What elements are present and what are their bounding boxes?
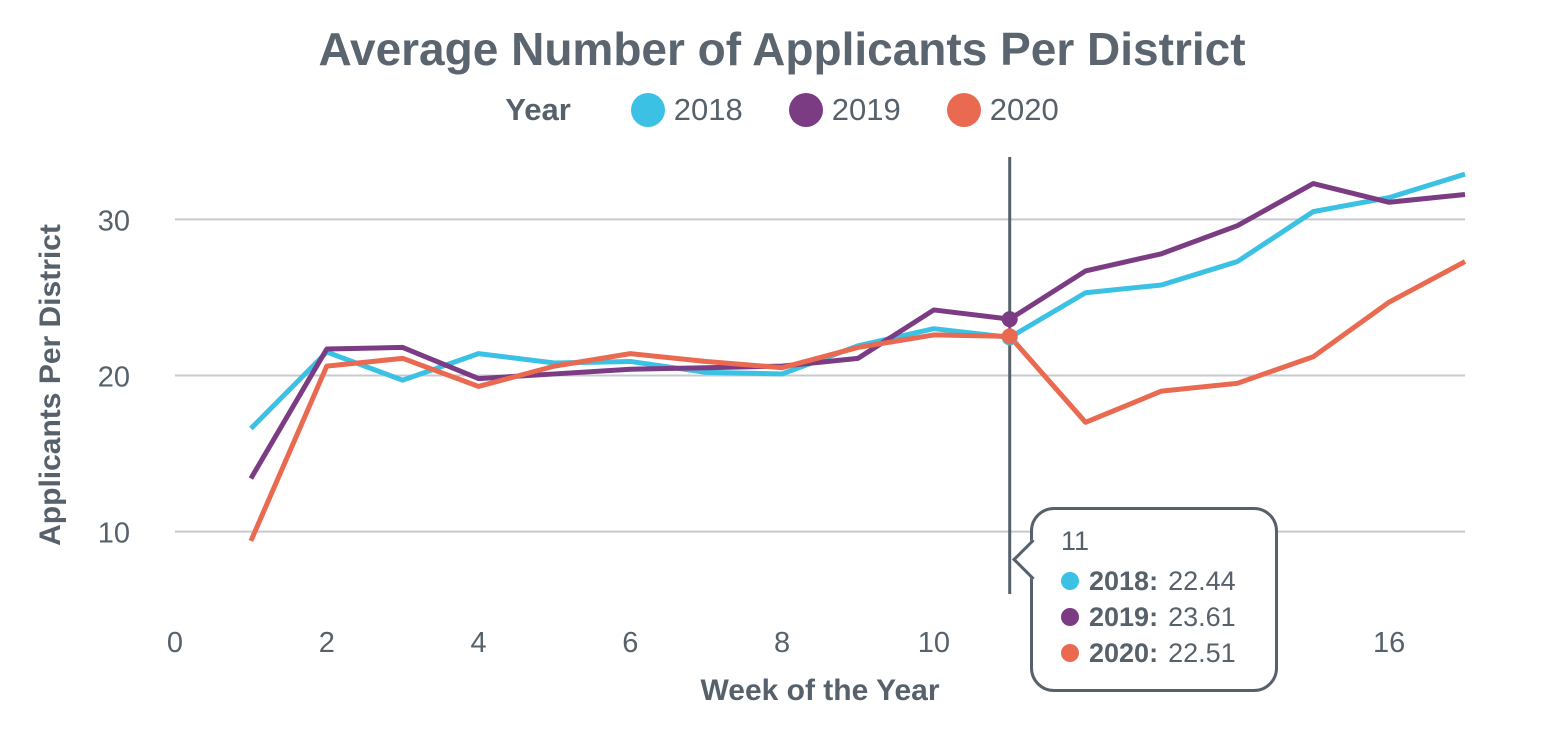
tooltip-row-2020: 2020: 22.51 bbox=[1061, 635, 1275, 671]
legend-label-2018: 2018 bbox=[673, 92, 743, 127]
tooltip-series-label: 2018: bbox=[1089, 565, 1159, 596]
legend-marker-2019 bbox=[788, 93, 823, 127]
legend-label-2019: 2019 bbox=[831, 92, 901, 127]
tooltip-row-2018: 2018: 22.44 bbox=[1061, 563, 1275, 599]
x-tick-label: 16 bbox=[1373, 627, 1405, 659]
y-tick-label: 10 bbox=[98, 518, 130, 550]
x-tick-label: 6 bbox=[622, 627, 638, 659]
series-lines[interactable] bbox=[248, 171, 1467, 542]
legend-item-2019[interactable]: 2019 bbox=[788, 92, 901, 128]
legend-marker-2020 bbox=[946, 93, 981, 127]
tooltip-row-2019: 2019: 23.61 bbox=[1061, 599, 1275, 635]
x-tick-label: 4 bbox=[470, 627, 486, 659]
tooltip-series-label: 2019: bbox=[1089, 601, 1159, 632]
legend-item-2018[interactable]: 2018 bbox=[630, 92, 743, 128]
legend-label-2020: 2020 bbox=[989, 92, 1059, 127]
tooltip-series-label: 2020: bbox=[1089, 637, 1159, 668]
x-axis-label: Week of the Year bbox=[700, 674, 939, 707]
hover-point-2020 bbox=[1001, 328, 1018, 345]
legend: Year 2018 2019 2020 bbox=[0, 92, 1564, 128]
axes: 10 20 30 0 2 4 6 8 10 16 Week of the Year Applicant… bbox=[34, 205, 1405, 707]
chart-title: Average Number of Applicants Per Distric… bbox=[318, 23, 1246, 75]
x-tick-label: 0 bbox=[167, 627, 183, 659]
hover-tooltip: 11 2018: 22.44 2019: 23.61 2020: 22.51 bbox=[1011, 507, 1278, 692]
tooltip-marker-2019 bbox=[1061, 608, 1079, 626]
tooltip-series-value: 23.61 bbox=[1168, 601, 1236, 632]
tooltip-marker-2018 bbox=[1061, 572, 1079, 590]
tooltip-marker-2020 bbox=[1061, 644, 1079, 662]
tooltip-week-label: 11 bbox=[1061, 526, 1090, 556]
legend-marker-2018 bbox=[630, 93, 665, 127]
x-tick-label: 2 bbox=[319, 627, 335, 659]
legend-item-2020[interactable]: 2020 bbox=[946, 92, 1059, 128]
y-tick-label: 20 bbox=[98, 362, 130, 394]
x-tick-label: 10 bbox=[918, 627, 950, 659]
y-tick-label: 30 bbox=[98, 205, 130, 237]
hover-layer bbox=[1001, 157, 1018, 594]
series-line-2019[interactable] bbox=[248, 181, 1466, 480]
y-axis-label: Applicants Per District bbox=[34, 224, 67, 546]
grid-lines bbox=[175, 218, 1465, 533]
hover-point-2019 bbox=[1001, 311, 1018, 328]
series-line-2020[interactable] bbox=[248, 259, 1467, 542]
tooltip-series-value: 22.44 bbox=[1168, 565, 1236, 596]
x-tick-label: 8 bbox=[774, 627, 790, 659]
series-line-2018[interactable] bbox=[249, 171, 1466, 431]
tooltip-series-value: 22.51 bbox=[1168, 637, 1236, 668]
legend-title: Year bbox=[505, 92, 571, 127]
